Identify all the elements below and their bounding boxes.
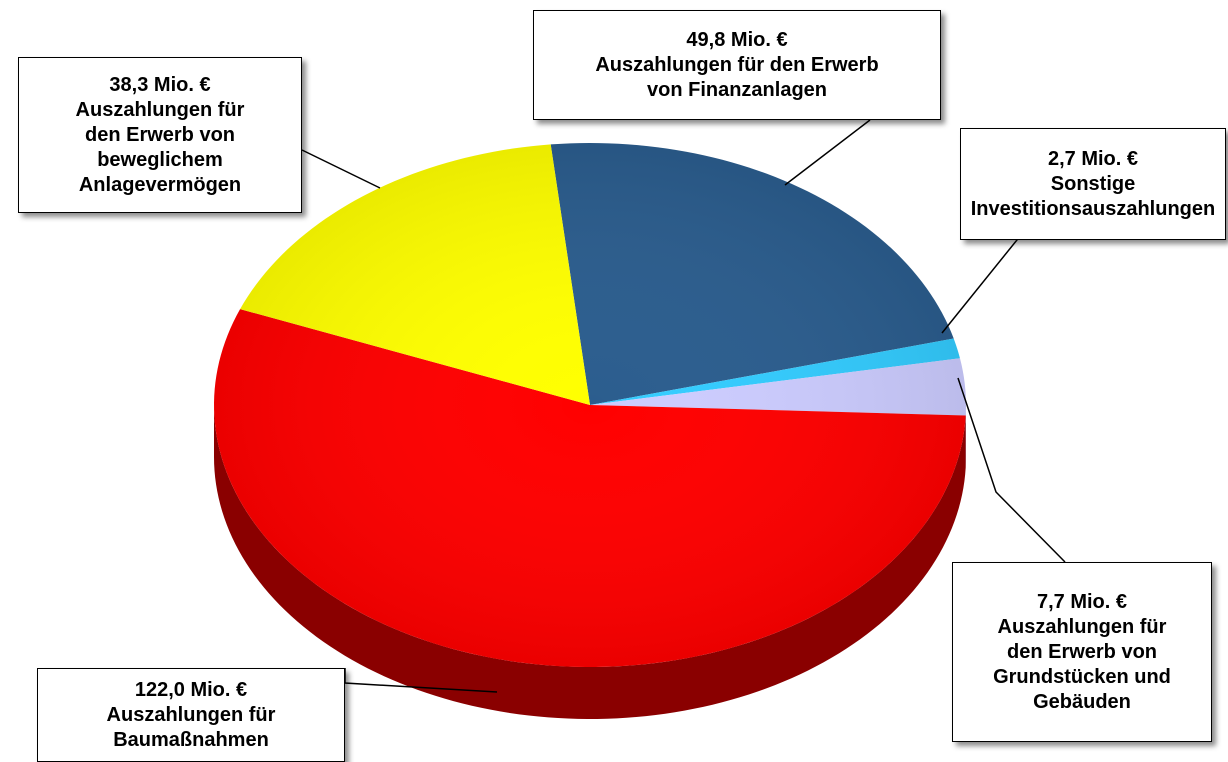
pie-shade bbox=[214, 143, 966, 667]
category-label: Auszahlungen für den Erwerb von Grundstü… bbox=[993, 615, 1171, 713]
value-label: 49,8 Mio. € bbox=[686, 28, 788, 51]
category-label: Auszahlungen für den Erwerb von beweglic… bbox=[75, 98, 245, 196]
leader-line bbox=[344, 668, 498, 693]
category-label: Auszahlungen für Baumaßnahmen bbox=[106, 703, 276, 751]
label-box: 38,3 Mio. € Auszahlungen für den Erwerb v… bbox=[18, 57, 302, 213]
leader-line bbox=[941, 229, 1026, 334]
leader-line bbox=[784, 119, 871, 186]
slice-side bbox=[214, 405, 966, 719]
category-label: Sonstige Investitionsauszahlungen bbox=[970, 172, 1216, 220]
category-label: Auszahlungen für den Erwerb von Finanzan… bbox=[595, 53, 879, 101]
label-box: 7,7 Mio. € Auszahlungen für den Erwerb vo… bbox=[952, 562, 1212, 742]
value-label: 7,7 Mio. € bbox=[1036, 590, 1128, 613]
value-label: 2,7 Mio. € bbox=[1047, 147, 1139, 170]
leader-line bbox=[957, 377, 1066, 563]
value-label: 122,0 Mio. € bbox=[134, 678, 248, 701]
leader-line bbox=[301, 149, 381, 189]
value-label: 38,3 Mio. € bbox=[109, 73, 211, 96]
label-box: 122,0 Mio. € Auszahlungen für Baumaßnahme… bbox=[37, 668, 345, 762]
label-box: 49,8 Mio. € Auszahlungen für den Erwerb v… bbox=[533, 10, 941, 120]
label-box: 2,7 Mio. € Sonstige Investitionsauszahlun… bbox=[960, 128, 1226, 240]
